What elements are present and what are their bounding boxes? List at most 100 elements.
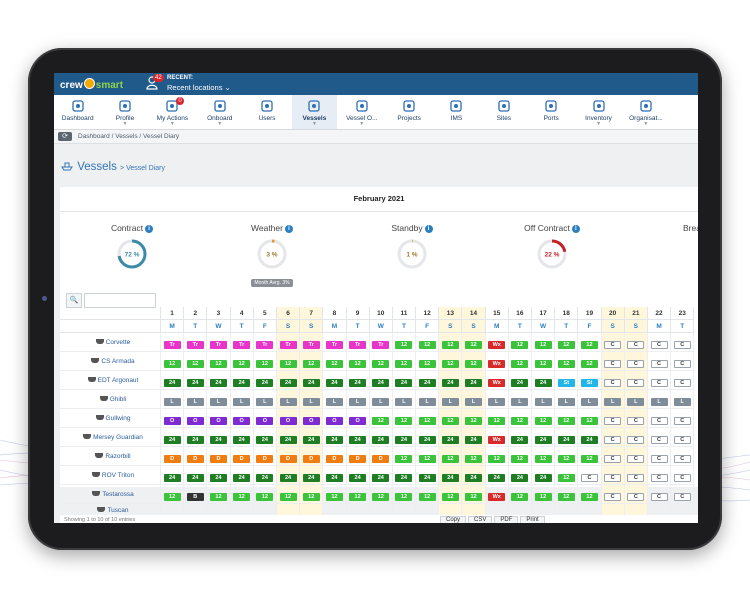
diary-cell[interactable]: 24 xyxy=(554,427,579,447)
diary-cell[interactable]: 12 xyxy=(392,484,417,504)
diary-cell[interactable]: 12 xyxy=(508,332,533,352)
diary-cell[interactable]: 12 xyxy=(230,484,254,504)
diary-cell[interactable]: 24 xyxy=(531,465,556,485)
diary-cell[interactable]: 24 xyxy=(160,370,185,390)
diary-cell[interactable]: C xyxy=(601,446,625,466)
diary-cell[interactable]: Tr xyxy=(183,332,208,352)
diary-cell[interactable]: Tr xyxy=(369,332,393,352)
diary-cell[interactable]: 12 xyxy=(554,332,579,352)
diary-cell[interactable]: L xyxy=(230,389,254,409)
diary-cell[interactable]: Tr xyxy=(346,332,370,352)
diary-cell[interactable]: 24 xyxy=(160,465,185,485)
diary-cell[interactable]: C xyxy=(624,332,648,352)
diary-cell[interactable]: 12 xyxy=(531,446,556,466)
diary-cell[interactable]: D xyxy=(346,446,370,466)
diary-cell[interactable]: C xyxy=(601,332,625,352)
diary-cell[interactable]: C xyxy=(601,465,625,485)
diary-cell[interactable]: C xyxy=(670,351,695,371)
diary-cell[interactable]: L xyxy=(183,389,208,409)
diary-cell[interactable]: 12 xyxy=(183,351,208,371)
diary-cell[interactable]: C xyxy=(670,332,695,352)
diary-cell[interactable]: 24 xyxy=(369,370,393,390)
diary-cell[interactable]: 24 xyxy=(415,465,440,485)
diary-cell[interactable]: L xyxy=(253,389,277,409)
diary-cell[interactable]: 12 xyxy=(206,484,231,504)
diary-cell[interactable]: 12 xyxy=(531,484,556,504)
diary-cell[interactable]: 12 xyxy=(461,484,486,504)
diary-cell[interactable]: 24 xyxy=(253,427,277,447)
diary-cell[interactable]: 12 xyxy=(369,408,393,428)
diary-cell[interactable]: St xyxy=(554,370,579,390)
diary-cell[interactable]: L xyxy=(299,389,324,409)
diary-cell[interactable]: 12 xyxy=(554,484,579,504)
diary-cell[interactable]: 24 xyxy=(531,370,556,390)
recent-locations-dropdown[interactable]: Recent locations ⌄ xyxy=(167,83,231,92)
nav-item-inventory[interactable]: Inventory ▼ xyxy=(576,95,621,129)
diary-cell[interactable]: 24 xyxy=(508,427,533,447)
diary-cell[interactable]: 24 xyxy=(276,465,301,485)
diary-cell[interactable]: D xyxy=(369,446,393,466)
info-icon[interactable]: i xyxy=(571,225,580,233)
diary-cell[interactable]: 12 xyxy=(415,351,440,371)
diary-cell[interactable]: 12 xyxy=(577,332,602,352)
diary-cell[interactable]: L xyxy=(508,389,533,409)
diary-cell[interactable]: 12 xyxy=(577,446,602,466)
diary-cell[interactable]: 24 xyxy=(322,370,347,390)
diary-cell[interactable]: 12 xyxy=(508,484,533,504)
diary-cell[interactable]: 12 xyxy=(369,484,393,504)
diary-cell[interactable]: 12 xyxy=(438,446,463,466)
diary-cell[interactable]: D xyxy=(183,446,208,466)
nav-item-my-actions[interactable]: 0 My Actions ▼ xyxy=(150,95,195,129)
diary-cell[interactable]: 12 xyxy=(508,446,533,466)
vessel-name-link[interactable]: Testarossa xyxy=(60,484,161,504)
diary-cell[interactable]: 24 xyxy=(299,370,324,390)
diary-cell[interactable]: Tr xyxy=(253,332,277,352)
diary-cell[interactable]: Wx xyxy=(485,351,509,371)
diary-cell[interactable]: D xyxy=(160,446,185,466)
diary-cell[interactable]: 12 xyxy=(438,484,463,504)
diary-cell[interactable]: L xyxy=(485,389,509,409)
diary-cell[interactable]: 12 xyxy=(415,484,440,504)
diary-cell[interactable]: L xyxy=(554,389,579,409)
diary-cell[interactable]: 24 xyxy=(183,370,208,390)
diary-cell[interactable]: 24 xyxy=(160,427,185,447)
diary-cell[interactable]: 24 xyxy=(369,427,393,447)
diary-cell[interactable]: 12 xyxy=(253,351,277,371)
diary-cell[interactable]: C xyxy=(624,484,648,504)
diary-cell[interactable]: C xyxy=(601,351,625,371)
nav-item-sites[interactable]: Sites xyxy=(481,95,526,129)
diary-cell[interactable]: 12 xyxy=(369,351,393,371)
diary-cell[interactable]: 24 xyxy=(276,427,301,447)
diary-cell[interactable]: 24 xyxy=(508,465,533,485)
diary-cell[interactable]: 24 xyxy=(438,465,463,485)
diary-cell[interactable]: L xyxy=(601,389,625,409)
diary-cell[interactable]: 12 xyxy=(415,446,440,466)
export-print-button[interactable]: Print xyxy=(520,516,545,523)
vessel-name-link[interactable]: Razorbill xyxy=(60,446,161,466)
diary-cell[interactable]: 12 xyxy=(461,446,486,466)
diary-cell[interactable]: O xyxy=(346,408,370,428)
diary-cell[interactable]: 12 xyxy=(415,332,440,352)
diary-cell[interactable]: 24 xyxy=(461,370,486,390)
diary-cell[interactable]: L xyxy=(369,389,393,409)
diary-cell[interactable]: D xyxy=(253,446,277,466)
diary-cell[interactable]: Tr xyxy=(299,332,324,352)
diary-cell[interactable]: L xyxy=(322,389,347,409)
search-icon[interactable]: 🔍 xyxy=(66,293,82,308)
diary-cell[interactable]: 24 xyxy=(299,427,324,447)
diary-cell[interactable] xyxy=(624,503,648,518)
refresh-icon[interactable]: ⟳ xyxy=(58,132,72,141)
diary-cell[interactable]: St xyxy=(577,370,602,390)
diary-cell[interactable]: Wx xyxy=(485,332,509,352)
vessel-name-link[interactable]: Ghibli xyxy=(60,389,161,409)
diary-cell[interactable]: C xyxy=(624,408,648,428)
diary-cell[interactable]: 12 xyxy=(438,351,463,371)
diary-cell[interactable]: 24 xyxy=(183,465,208,485)
diary-cell[interactable]: 24 xyxy=(392,465,417,485)
diary-cell[interactable]: 24 xyxy=(438,370,463,390)
diary-cell[interactable]: L xyxy=(670,389,695,409)
diary-cell[interactable]: C xyxy=(601,427,625,447)
diary-cell[interactable]: 12 xyxy=(392,408,417,428)
diary-cell[interactable]: O xyxy=(322,408,347,428)
diary-cell[interactable]: 24 xyxy=(206,465,231,485)
